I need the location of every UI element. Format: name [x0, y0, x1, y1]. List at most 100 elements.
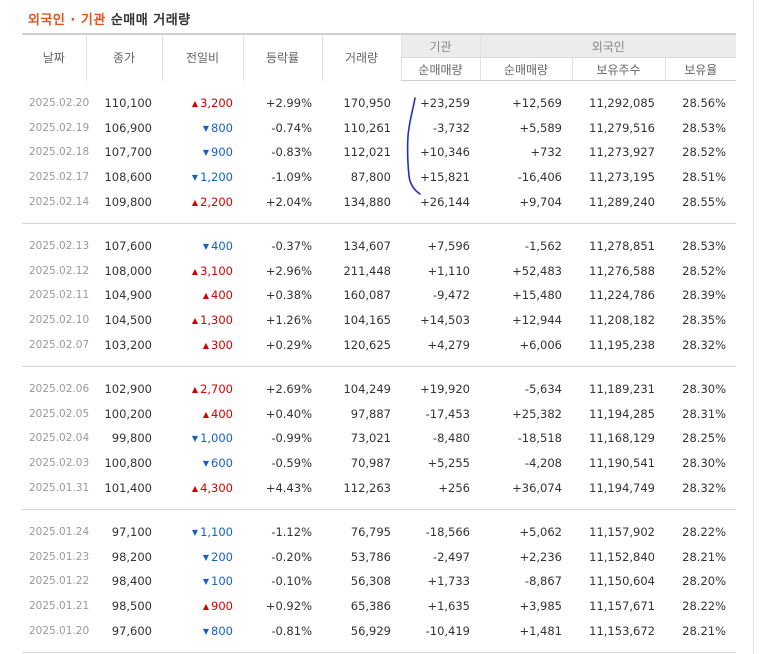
cell-foreign-net: +9,704: [519, 194, 562, 209]
pen-annotation: [406, 97, 421, 195]
cell-foreign-ratio: 28.56%: [682, 96, 727, 111]
table-row: 2025.01.21 98,500 ▲ 900 +0.92% 65,386 +1,635 +3…: [22, 594, 736, 619]
change-value: 4,300: [200, 480, 233, 495]
table-row: 2025.01.24 97,100 ▼ 1,100 -1.12% 76,795 -18,56…: [22, 520, 736, 545]
cell-date: 2025.02.17: [29, 171, 90, 184]
cell-foreign-shares: 11,153,672: [589, 623, 655, 638]
cell-rate: -1.12%: [271, 525, 312, 540]
cell-foreign-shares: 11,276,588: [589, 263, 655, 278]
cell-foreign-net: +2,236: [519, 549, 562, 564]
triangle-up-icon: ▲: [202, 409, 210, 419]
cell-date: 2025.01.22: [29, 575, 90, 588]
cell-volume: 110,261: [343, 120, 391, 135]
header-foreign-ratio: 보유율: [664, 57, 737, 81]
cell-foreign-net: +1,481: [519, 623, 562, 638]
cell-inst-net: -18,566: [425, 525, 470, 540]
cell-foreign-shares: 11,224,786: [589, 288, 655, 303]
cell-inst-net: -17,453: [425, 406, 470, 421]
cell-change: ▲ 3,200: [162, 91, 243, 116]
cell-rate: +0.92%: [265, 598, 312, 613]
cell-date: 2025.02.20: [29, 97, 90, 110]
cell-close: 100,200: [104, 406, 152, 421]
cell-foreign-net: +6,006: [519, 337, 562, 352]
table-row: 2025.02.10 104,500 ▲ 1,300 +1.26% 104,165 +14,…: [22, 308, 736, 333]
cell-date: 2025.02.13: [29, 240, 90, 253]
table-row: 2025.02.14 109,800 ▲ 2,200 +2.04% 134,880 +26,…: [22, 189, 736, 214]
cell-foreign-net: -8,867: [524, 574, 562, 589]
cell-foreign-shares: 11,273,927: [589, 145, 655, 160]
cell-rate: +0.38%: [265, 288, 312, 303]
cell-foreign-shares: 11,279,516: [589, 120, 655, 135]
cell-inst-net: -10,419: [425, 623, 470, 638]
cell-foreign-net: +15,480: [512, 288, 562, 303]
cell-date: 2025.01.21: [29, 599, 90, 612]
cell-close: 108,000: [104, 263, 152, 278]
change-value: 100: [211, 574, 233, 589]
cell-change: ▲ 1,300: [162, 308, 243, 333]
cell-foreign-shares: 11,152,840: [589, 549, 655, 564]
table-row: 2025.02.07 103,200 ▲ 300 +0.29% 120,625 +4,279…: [22, 332, 736, 357]
header-inst-net: 순매매량: [400, 57, 480, 81]
cell-rate: -0.20%: [271, 549, 312, 564]
triangle-down-icon: ▼: [202, 626, 210, 636]
triangle-down-icon: ▼: [202, 577, 210, 587]
cell-rate: +2.99%: [265, 96, 312, 111]
header-change: 전일비: [161, 33, 243, 81]
cell-volume: 211,448: [343, 263, 391, 278]
cell-rate: -0.74%: [271, 120, 312, 135]
cell-inst-net: +19,920: [420, 382, 470, 397]
group-spacer: [22, 366, 736, 377]
triangle-up-icon: ▲: [202, 601, 210, 611]
cell-volume: 87,800: [350, 170, 391, 185]
cell-change: ▼ 200: [162, 545, 243, 570]
header-close: 종가: [85, 33, 162, 81]
change-value: 400: [211, 406, 233, 421]
cell-foreign-shares: 11,150,604: [589, 574, 655, 589]
cell-change: ▼ 1,000: [162, 426, 243, 451]
cell-close: 107,600: [104, 239, 152, 254]
cell-change: ▼ 400: [162, 234, 243, 259]
cell-rate: +0.40%: [265, 406, 312, 421]
cell-volume: 134,607: [343, 239, 391, 254]
cell-date: 2025.01.20: [29, 624, 90, 637]
cell-inst-net: -2,497: [432, 549, 470, 564]
table-row: 2025.02.19 106,900 ▼ 800 -0.74% 110,261 -3,732…: [22, 116, 736, 141]
triangle-down-icon: ▼: [202, 552, 210, 562]
change-value: 800: [211, 120, 233, 135]
triangle-down-icon: ▼: [202, 123, 210, 133]
cell-close: 110,100: [104, 96, 152, 111]
cell-volume: 160,087: [343, 288, 391, 303]
cell-volume: 70,987: [350, 456, 391, 471]
change-value: 300: [211, 337, 233, 352]
cell-foreign-ratio: 28.55%: [682, 194, 727, 209]
triangle-down-icon: ▼: [191, 173, 199, 183]
cell-date: 2025.01.24: [29, 526, 90, 539]
cell-close: 107,700: [104, 145, 152, 160]
cell-change: ▲ 4,300: [162, 475, 243, 500]
cell-date: 2025.01.23: [29, 550, 90, 563]
change-value: 900: [211, 598, 233, 613]
triangle-up-icon: ▲: [191, 99, 199, 109]
change-value: 3,200: [200, 96, 233, 111]
cell-close: 97,100: [111, 525, 152, 540]
cell-rate: +1.26%: [265, 313, 312, 328]
cell-date: 2025.02.14: [29, 195, 90, 208]
cell-foreign-net: -5,634: [524, 382, 562, 397]
triangle-down-icon: ▼: [202, 148, 210, 158]
cell-inst-net: +1,110: [427, 263, 470, 278]
change-value: 400: [211, 239, 233, 254]
cell-foreign-ratio: 28.21%: [682, 549, 727, 564]
cell-foreign-net: +52,483: [512, 263, 562, 278]
cell-change: ▲ 400: [162, 402, 243, 427]
cell-foreign-shares: 11,168,129: [589, 431, 655, 446]
triangle-up-icon: ▲: [191, 266, 199, 276]
cell-foreign-net: -1,562: [524, 239, 562, 254]
cell-close: 100,800: [104, 456, 152, 471]
cell-inst-net: +5,255: [427, 456, 470, 471]
change-value: 1,000: [200, 431, 233, 446]
cell-foreign-ratio: 28.52%: [682, 263, 727, 278]
cell-inst-net: +26,144: [420, 194, 470, 209]
cell-foreign-shares: 11,157,671: [589, 598, 655, 613]
cell-close: 101,400: [104, 480, 152, 495]
cell-rate: +0.29%: [265, 337, 312, 352]
